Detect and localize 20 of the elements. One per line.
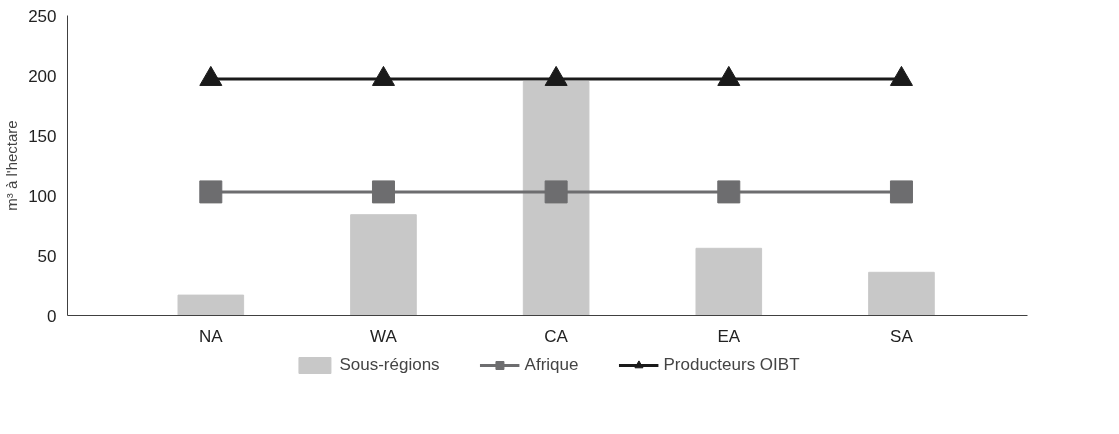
y-tick-label: 250 <box>28 6 57 26</box>
legend-label: Sous-régions <box>339 355 440 375</box>
y-tick-label: 150 <box>28 126 57 146</box>
bar <box>868 271 935 316</box>
bar <box>695 247 763 316</box>
y-tick-label: 0 <box>47 306 57 326</box>
x-tick-label: WA <box>370 326 398 346</box>
y-axis-title: m³ à l'hectare <box>3 120 21 211</box>
x-tick-label: SA <box>890 326 914 346</box>
x-tick-label: NA <box>199 326 224 346</box>
legend-label: Afrique <box>524 355 579 375</box>
bar <box>522 81 590 316</box>
x-tick-label: EA <box>717 326 741 346</box>
x-tick-label: CA <box>544 326 569 346</box>
bar <box>177 294 245 316</box>
y-tick-label: 200 <box>28 66 57 86</box>
legend-label: Producteurs OIBT <box>663 355 800 375</box>
y-tick-label: 50 <box>37 246 57 266</box>
bar <box>350 214 417 316</box>
y-tick-label: 100 <box>28 186 57 206</box>
